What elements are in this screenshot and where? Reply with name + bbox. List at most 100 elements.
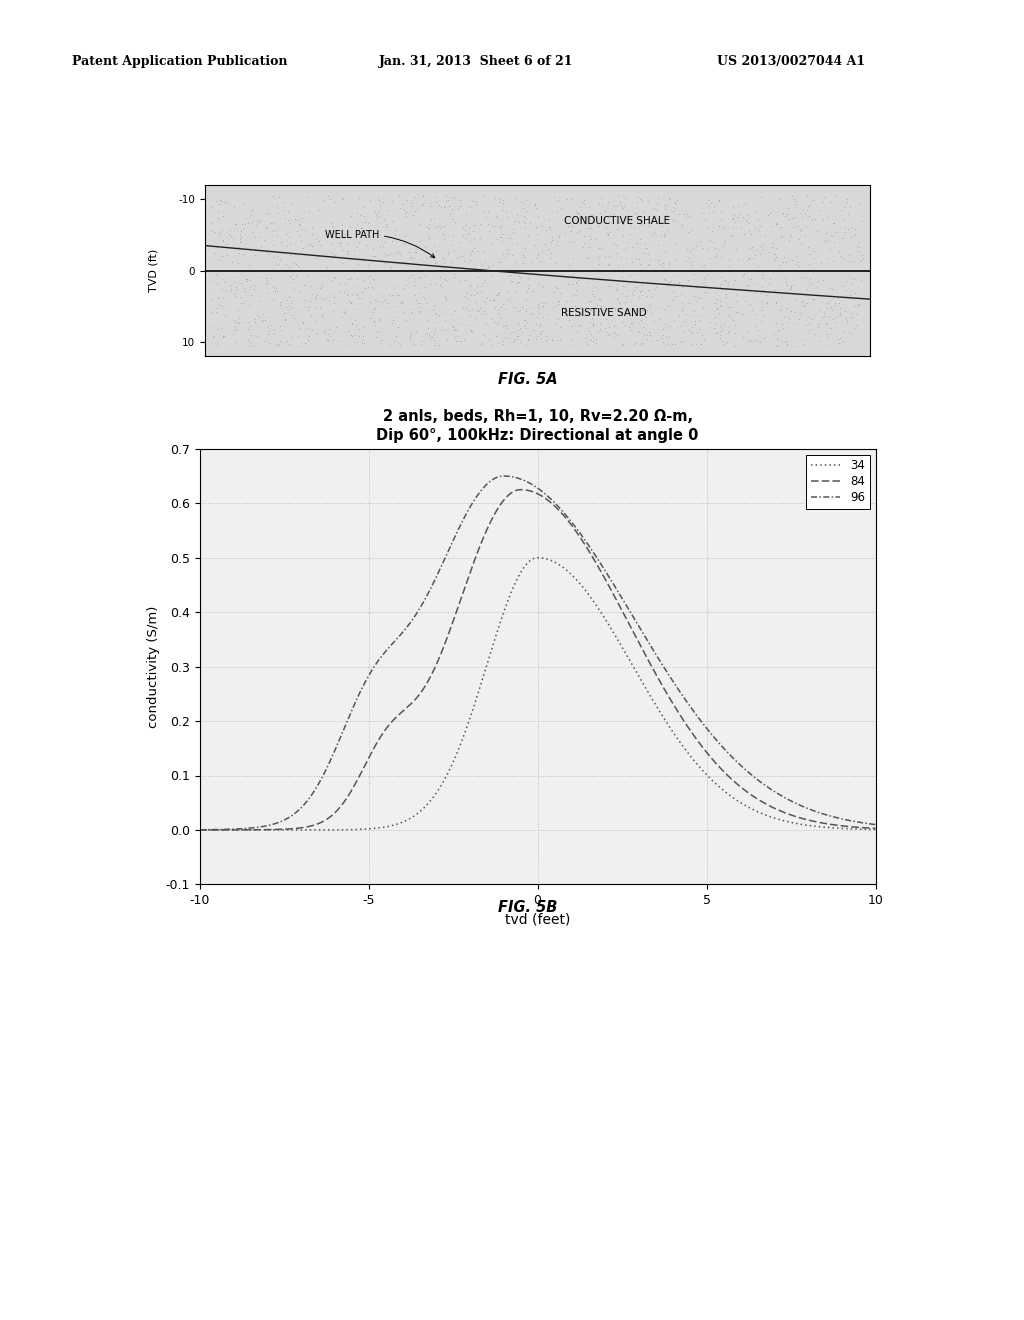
- Point: [728, 302, 744, 323]
- Point: [225, 267, 242, 288]
- Point: [709, 297, 725, 318]
- Point: [301, 325, 317, 346]
- Point: [594, 195, 610, 216]
- Point: [517, 288, 534, 309]
- Point: [529, 293, 546, 314]
- Point: [696, 268, 713, 289]
- Point: [427, 191, 443, 213]
- Point: [586, 297, 602, 318]
- Point: [707, 306, 723, 327]
- Point: [676, 310, 692, 331]
- Point: [847, 218, 863, 239]
- Point: [833, 305, 849, 326]
- Point: [848, 314, 864, 335]
- Point: [611, 293, 628, 314]
- Point: [727, 290, 743, 312]
- 34: [850, 821, 862, 837]
- Point: [720, 275, 736, 296]
- Point: [260, 315, 276, 337]
- Point: [284, 304, 300, 325]
- Point: [646, 198, 663, 219]
- Point: [466, 228, 482, 249]
- Point: [366, 301, 382, 322]
- Point: [853, 249, 869, 271]
- Point: [282, 272, 298, 293]
- Point: [833, 246, 849, 267]
- Point: [243, 284, 259, 305]
- Point: [591, 191, 607, 213]
- Point: [663, 335, 679, 356]
- Point: [322, 222, 338, 243]
- Point: [427, 240, 443, 261]
- Point: [530, 264, 547, 285]
- 84: [515, 482, 527, 498]
- Point: [297, 289, 313, 310]
- Point: [516, 309, 532, 330]
- Point: [552, 282, 568, 304]
- Point: [307, 228, 324, 249]
- Point: [226, 331, 243, 352]
- Point: [512, 317, 528, 338]
- Point: [725, 309, 741, 330]
- Point: [606, 300, 623, 321]
- Point: [660, 272, 677, 293]
- Point: [697, 193, 714, 214]
- Point: [568, 268, 585, 289]
- Text: WELL PATH: WELL PATH: [325, 231, 434, 257]
- Point: [714, 330, 730, 351]
- Point: [427, 304, 443, 325]
- Point: [816, 186, 833, 207]
- Point: [702, 193, 719, 214]
- Point: [783, 276, 800, 297]
- Point: [620, 280, 636, 301]
- Point: [509, 325, 525, 346]
- Point: [257, 203, 273, 224]
- Point: [492, 226, 508, 247]
- Point: [786, 206, 803, 227]
- Point: [822, 191, 839, 213]
- Point: [303, 319, 319, 341]
- Point: [818, 231, 835, 252]
- Point: [431, 304, 447, 325]
- Point: [725, 209, 741, 230]
- Point: [851, 294, 867, 315]
- Point: [655, 325, 672, 346]
- Point: [493, 215, 509, 236]
- Point: [749, 240, 765, 261]
- Point: [296, 275, 312, 296]
- Point: [496, 293, 512, 314]
- Point: [578, 327, 594, 348]
- Point: [500, 327, 516, 348]
- Point: [211, 222, 227, 243]
- Point: [435, 252, 452, 273]
- Point: [712, 327, 728, 348]
- Point: [639, 238, 655, 259]
- Point: [549, 309, 565, 330]
- Point: [717, 269, 733, 290]
- Point: [269, 195, 286, 216]
- Point: [228, 213, 245, 234]
- Point: [258, 282, 274, 304]
- Point: [507, 187, 523, 209]
- Point: [343, 292, 359, 313]
- Point: [510, 314, 526, 335]
- Point: [463, 244, 479, 265]
- Point: [304, 216, 321, 238]
- Point: [716, 232, 732, 253]
- Point: [720, 296, 736, 317]
- Point: [464, 191, 480, 213]
- Point: [347, 282, 364, 304]
- Point: [428, 273, 444, 294]
- Point: [265, 220, 282, 242]
- Point: [838, 271, 854, 292]
- Point: [282, 213, 298, 234]
- Point: [547, 296, 563, 317]
- Point: [724, 218, 740, 239]
- Point: [297, 219, 313, 240]
- Point: [799, 293, 815, 314]
- Point: [783, 223, 800, 244]
- Point: [769, 335, 785, 356]
- Point: [839, 189, 855, 210]
- Point: [694, 297, 711, 318]
- Point: [512, 298, 528, 319]
